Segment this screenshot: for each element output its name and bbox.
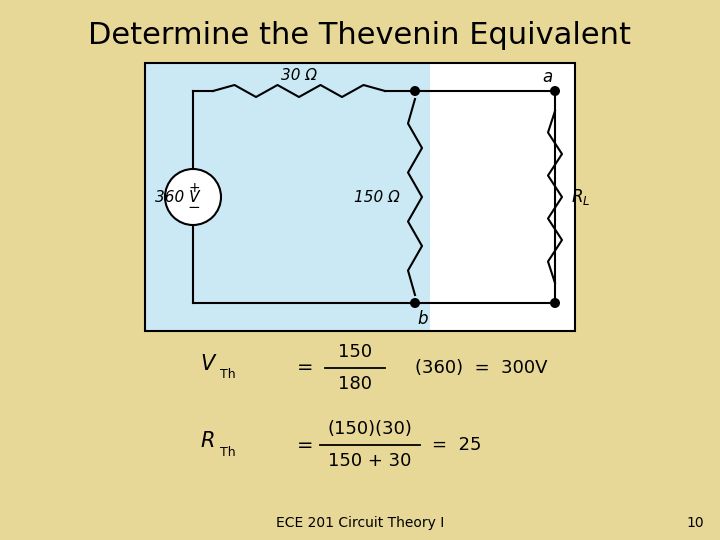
Circle shape (550, 298, 560, 308)
Text: 150 + 30: 150 + 30 (328, 452, 412, 470)
Text: (360)  =  300V: (360) = 300V (415, 359, 547, 377)
Circle shape (410, 86, 420, 96)
Circle shape (550, 86, 560, 96)
Text: 150: 150 (338, 343, 372, 361)
Text: −: − (188, 200, 200, 215)
Text: a: a (542, 68, 552, 86)
Bar (145, 63, 575, 331)
Text: ECE 201 Circuit Theory I: ECE 201 Circuit Theory I (276, 516, 444, 530)
Circle shape (410, 298, 420, 308)
Bar (430, 63, 575, 331)
Text: 180: 180 (338, 375, 372, 393)
Text: (150)(30): (150)(30) (328, 420, 413, 438)
Text: Determine the Thevenin Equivalent: Determine the Thevenin Equivalent (89, 21, 631, 50)
Text: =  25: = 25 (432, 436, 482, 454)
Text: $R_L$: $R_L$ (571, 187, 590, 207)
Bar (145, 63, 430, 331)
Text: 10: 10 (686, 516, 704, 530)
Text: 150 Ω: 150 Ω (354, 190, 400, 205)
Text: R: R (201, 431, 215, 451)
Text: Th: Th (220, 368, 235, 381)
Text: 360 V: 360 V (155, 190, 199, 205)
Text: b: b (418, 310, 428, 328)
Text: +: + (188, 181, 200, 195)
Text: 30 Ω: 30 Ω (281, 68, 317, 83)
Text: Th: Th (220, 446, 235, 458)
Circle shape (165, 169, 221, 225)
Text: =: = (297, 359, 313, 377)
Text: =: = (297, 435, 313, 455)
Text: V: V (201, 354, 215, 374)
